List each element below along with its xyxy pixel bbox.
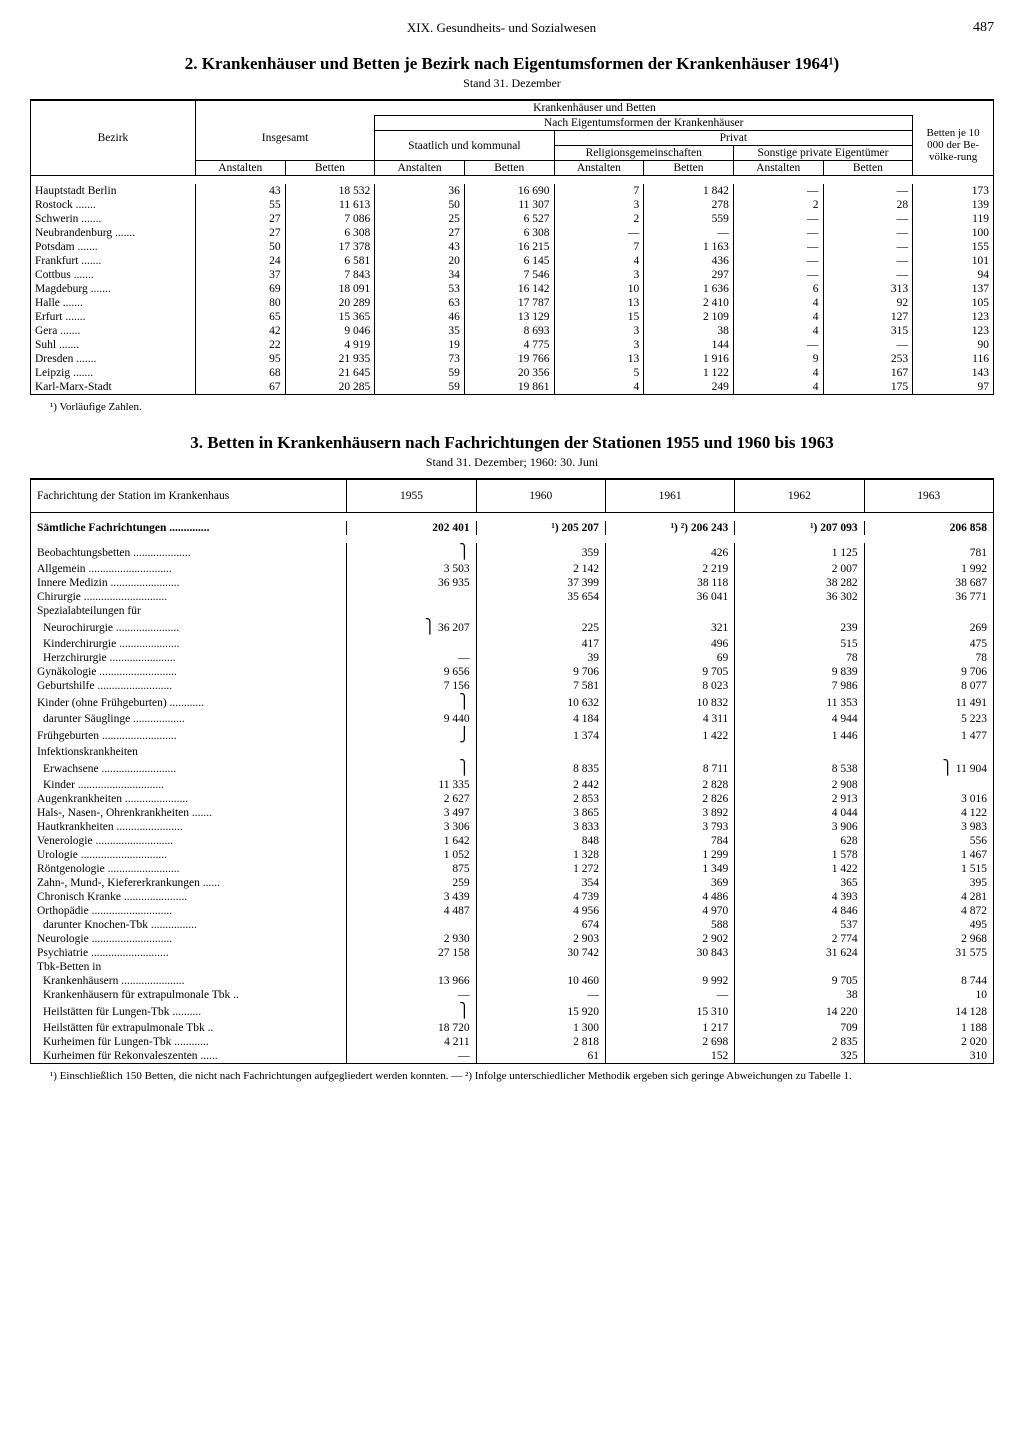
col-header: 1963 [864,479,993,513]
table-row: Spezialabteilungen für [31,604,994,618]
col-header: Anstalten [375,161,465,176]
table-row: Neurochirurgie ......................⎫ 3… [31,618,994,637]
table-row: Zahn-, Mund-, Kiefererkrankungen ......2… [31,876,994,890]
table-row: Hals-, Nasen-, Ohrenkrankheiten .......3… [31,806,994,820]
col-header: Staatlich und kommunal [375,131,554,161]
table2-subtitle: Stand 31. Dezember; 1960: 30. Juni [30,455,994,470]
table-row: darunter Säuglinge ..................9 4… [31,712,994,726]
table1-footnote: ¹) Vorläufige Zahlen. [50,401,994,413]
table-row: Gera ....... 429 046358 693 3384315123 [31,324,994,338]
table-row: Potsdam ....... 5017 3784316 215 71 163—… [31,240,994,254]
table2-footnote: ¹) Einschließlich 150 Betten, die nicht … [50,1070,994,1082]
col-header: Betten [644,161,734,176]
col-header: Anstalten [195,161,285,176]
col-header: 1960 [476,479,605,513]
page-number: 487 [973,20,994,36]
table-row: Leipzig ....... 6821 6455920 356 51 1224… [31,366,994,380]
col-header: Fachrichtung der Station im Krankenhaus [31,479,347,513]
table-row: Kurheimen für Lungen-Tbk ............4 2… [31,1035,994,1049]
table-row: Allgemein .............................3… [31,562,994,576]
table-row: Tbk-Betten in [31,960,994,974]
col-header: Privat [554,131,913,146]
table-row: Orthopädie ............................4… [31,904,994,918]
table-row: Krankenhäusern für extrapulmonale Tbk ..… [31,988,994,1002]
page-header: XIX. Gesundheits- und Sozialwesen 487 [30,20,994,36]
table-row: Chirurgie .............................3… [31,590,994,604]
table-row: Augenkrankheiten ......................2… [31,792,994,806]
col-header: 1962 [735,479,864,513]
table-row: Venerologie ...........................1… [31,834,994,848]
col-header: 1955 [347,479,476,513]
col-header: Bezirk [31,100,196,176]
table-row: Röntgenologie .........................8… [31,862,994,876]
table-row: Innere Medizin ........................3… [31,576,994,590]
col-header: Betten je 10 000 der Be-völke-rung [913,116,994,176]
table-row: Halle ....... 8020 2896317 787 132 41049… [31,296,994,310]
table-row: Neurologie ............................2… [31,932,994,946]
table2-title: 3. Betten in Krankenhäusern nach Fachric… [30,433,994,453]
table-row: Dresden ....... 9521 9357319 766 131 916… [31,352,994,366]
table-row: Beobachtungsbetten ....................⎫… [31,543,994,562]
table-row: Urologie ..............................1… [31,848,994,862]
col-header: Anstalten [554,161,644,176]
table-row: Infektionskrankheiten [31,745,994,759]
table1-title: 2. Krankenhäuser und Betten je Bezirk na… [30,54,994,74]
table-row: Karl-Marx-Stadt 6720 2855919 861 4249417… [31,380,994,395]
table-row: Erwachsene ..........................⎫8 … [31,759,994,778]
table-row: Kurheimen für Rekonvaleszenten ......—61… [31,1049,994,1064]
col-header: Nach Eigentumsformen der Krankenhäuser [375,116,913,131]
table-row: Magdeburg ....... 6918 0915316 142 101 6… [31,282,994,296]
col-header: Betten [285,161,375,176]
table-row: Sämtliche Fachrichtungen ..............2… [31,521,994,535]
col-header: Anstalten [733,161,823,176]
col-header: Religionsgemeinschaften [554,146,733,161]
table-row: Suhl ....... 224 919194 775 3144——90 [31,338,994,352]
table-row: Frühgeburten ..........................⎭… [31,726,994,745]
table-row: Kinder ..............................11 … [31,778,994,792]
table-row: Hauptstadt Berlin 4318 5323616 690 71 84… [31,184,994,198]
table-row: Rostock ....... 5511 6135011 307 3278228… [31,198,994,212]
table1-subtitle: Stand 31. Dezember [30,76,994,91]
table-row: Kinder (ohne Frühgeburten) ............⎫… [31,693,994,712]
table-row: Heilstätten für Lungen-Tbk ..........⎫15… [31,1002,994,1021]
col-header: Sonstige private Eigentümer [733,146,912,161]
table1: Bezirk Krankenhäuser und Betten Insgesam… [30,99,994,395]
table-row: Erfurt ....... 6515 3654613 129 152 1094… [31,310,994,324]
table-row: darunter Knochen-Tbk ................674… [31,918,994,932]
table-row: Kinderchirurgie .....................417… [31,637,994,651]
table2: Fachrichtung der Station im Krankenhaus1… [30,478,994,1064]
table-row: Hautkrankheiten .......................3… [31,820,994,834]
table-row: Gynäkologie ...........................9… [31,665,994,679]
table-row: Chronisch Kranke ......................3… [31,890,994,904]
table-row: Cottbus ....... 377 843347 546 3297——94 [31,268,994,282]
table-row: Neubrandenburg ....... 276 308276 308 ——… [31,226,994,240]
col-header: Krankenhäuser und Betten [195,100,993,116]
table-row: Heilstätten für extrapulmonale Tbk ..18 … [31,1021,994,1035]
table-row: Schwerin ....... 277 086256 527 2559——11… [31,212,994,226]
col-header: Insgesamt [195,116,374,161]
table-row: Krankenhäusern ......................13 … [31,974,994,988]
table-row: Herzchirurgie .......................—39… [31,651,994,665]
table-row: Frankfurt ....... 246 581206 145 4436——1… [31,254,994,268]
col-header: 1961 [605,479,734,513]
col-header: Betten [464,161,554,176]
table-row: Psychiatrie ...........................2… [31,946,994,960]
table-row: Geburtshilfe ..........................7… [31,679,994,693]
col-header: Betten [823,161,913,176]
chapter-title: XIX. Gesundheits- und Sozialwesen [30,20,973,36]
